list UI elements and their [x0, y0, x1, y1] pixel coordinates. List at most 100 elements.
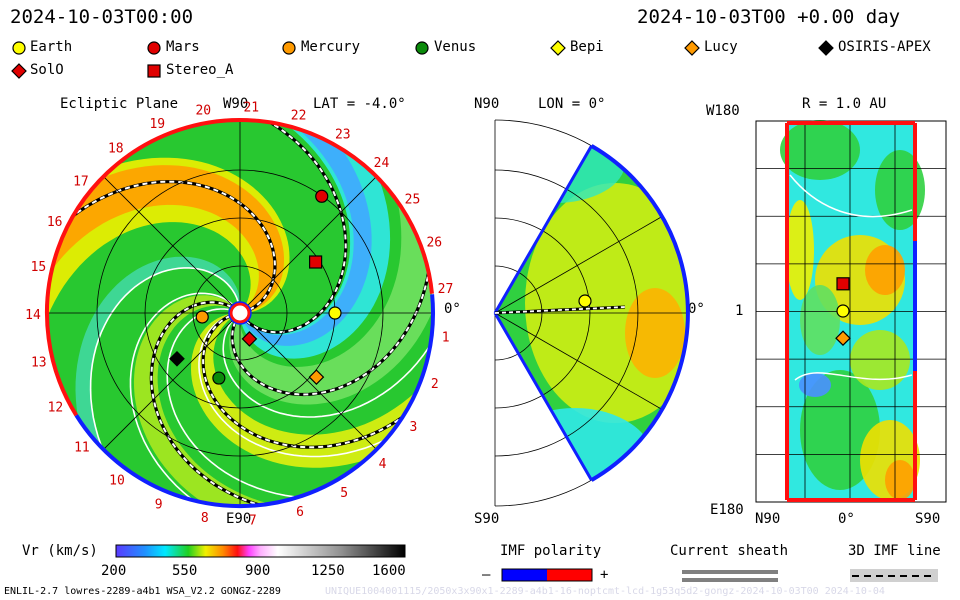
- carrington-tick-20: 20: [195, 103, 211, 118]
- carrington-tick-25: 25: [405, 193, 421, 208]
- imf-negative-swatch: [502, 569, 547, 581]
- synoptic-region-8: [799, 373, 831, 397]
- carrington-tick-3: 3: [409, 420, 417, 435]
- field-line-0: [89, 267, 239, 493]
- syn-field-line-2: [789, 174, 913, 218]
- colorbar-label: Vr (km/s): [22, 543, 98, 559]
- legend-marker-mars: [147, 41, 161, 55]
- meridional-top-label: N90: [474, 96, 500, 112]
- colorbar-tick-200: 200: [101, 563, 127, 579]
- carrington-tick-4: 4: [379, 457, 387, 472]
- colorbar: [115, 544, 406, 558]
- ecliptic-title: Ecliptic Plane: [60, 96, 179, 112]
- speed-band-1: [47, 165, 284, 363]
- colorbar-tick-550: 550: [172, 563, 198, 579]
- synoptic-body-stereo-a: [836, 277, 850, 291]
- imf-positive-swatch: [547, 569, 592, 581]
- sun: [229, 302, 251, 324]
- speed-band-5: [133, 295, 370, 506]
- field-line-2: [166, 308, 348, 500]
- synoptic-region-3: [865, 245, 905, 295]
- legend-label-venus: Venus: [434, 39, 477, 55]
- carrington-tick-10: 10: [109, 474, 125, 489]
- synoptic-region-0: [780, 120, 860, 180]
- ecliptic-body-stereo-a: [309, 255, 323, 269]
- imf-line-2: [231, 226, 433, 396]
- imf-line-4: [202, 314, 433, 449]
- carrington-tick-8: 8: [201, 511, 209, 526]
- footer-left: ENLIL-2.7 lowres-2289-a4b1 WSA_V2.2 GONG…: [4, 586, 281, 597]
- mer-spoke-3: [494, 312, 663, 410]
- synoptic-r-label: R = 1.0 AU: [802, 96, 887, 112]
- legend-label-earth: Earth: [30, 39, 73, 55]
- ecliptic-body-earth: [328, 306, 342, 320]
- ecliptic-top-label: W90: [223, 96, 249, 112]
- imf-polarity-label: IMF polarity: [500, 543, 602, 559]
- legend-marker-lucy: [684, 40, 700, 56]
- meridional-panel: [493, 119, 690, 507]
- carrington-tick-17: 17: [73, 175, 89, 190]
- synoptic-bottom-left: E180: [710, 502, 744, 518]
- carrington-tick-27: 27: [438, 282, 454, 297]
- mer-cyan-north: [495, 145, 625, 203]
- mer-yellow-region: [525, 183, 688, 423]
- meridional-lon-label: LON = 0°: [538, 96, 606, 112]
- bottom-legends: [115, 544, 938, 582]
- legend-marker-osiris-apex: [818, 40, 834, 56]
- mer-body-earth: [578, 294, 592, 308]
- speed-band-4: [208, 120, 372, 346]
- carrington-tick-22: 22: [291, 109, 307, 124]
- carrington-tick-11: 11: [74, 441, 90, 456]
- synoptic-panel: [755, 120, 947, 503]
- header-left-time: 2024-10-03T00:00: [10, 6, 194, 28]
- carrington-tick-2: 2: [431, 377, 439, 392]
- current-sheath-label: Current sheath: [670, 543, 789, 559]
- synoptic-region-9: [800, 285, 840, 355]
- carrington-tick-26: 26: [426, 236, 442, 251]
- carrington-tick-21: 21: [243, 100, 259, 115]
- legend-label-mars: Mars: [166, 39, 200, 55]
- header-right-time: 2024-10-03T00 +0.00 day: [637, 6, 901, 28]
- ecliptic-body-mars: [315, 189, 329, 203]
- carrington-tick-15: 15: [31, 260, 47, 275]
- legend-marker-stereo-a: [147, 64, 161, 78]
- speed-band-2: [229, 120, 433, 405]
- mer-orange-region: [625, 288, 685, 378]
- field-line-4: [222, 299, 433, 418]
- meridional-bottom-label: S90: [474, 511, 500, 527]
- colorbar-tick-1600: 1600: [372, 563, 406, 579]
- carrington-tick-24: 24: [374, 156, 390, 171]
- mer-edge-top: [493, 145, 593, 314]
- carrington-tick-9: 9: [155, 497, 163, 512]
- sun-outline: [228, 301, 252, 325]
- field-line-3: [198, 315, 428, 458]
- synoptic-body-lucy: [835, 330, 851, 347]
- ecliptic-body-mercury: [195, 310, 209, 324]
- carrington-tick-1: 1: [442, 330, 450, 345]
- mer-spoke-1: [494, 216, 663, 314]
- colorbar-tick-1250: 1250: [311, 563, 345, 579]
- ecliptic-lat-label: LAT = -4.0°: [313, 96, 406, 112]
- synoptic-region-4: [786, 200, 814, 300]
- imf-line-1: [228, 120, 347, 334]
- colorbar-tick-900: 900: [245, 563, 271, 579]
- legend-marker-earth: [12, 41, 26, 55]
- carrington-tick-19: 19: [149, 117, 165, 132]
- synoptic-x-left: N90: [755, 511, 781, 527]
- carrington-tick-23: 23: [335, 127, 351, 142]
- mer-edge-bottom: [493, 312, 593, 481]
- ecliptic-body-osiris-apex: [169, 350, 185, 367]
- imf-minus: –: [482, 567, 491, 583]
- polarity-arc-negative: [74, 294, 435, 509]
- carrington-tick-18: 18: [108, 141, 124, 156]
- synoptic-top-left: W180: [706, 103, 740, 119]
- legend-marker-venus: [415, 41, 429, 55]
- imf-line-3: [150, 301, 305, 506]
- legend-label-osiris: OSIRIS-APEX: [838, 39, 931, 55]
- imf-swatch-frame: [501, 568, 593, 582]
- legend-markers: [11, 40, 834, 79]
- carrington-tick-13: 13: [31, 356, 47, 371]
- synoptic-x-mid: 0°: [838, 511, 855, 527]
- legend-marker-mercury: [282, 41, 296, 55]
- ecliptic-body-solo: [241, 331, 258, 347]
